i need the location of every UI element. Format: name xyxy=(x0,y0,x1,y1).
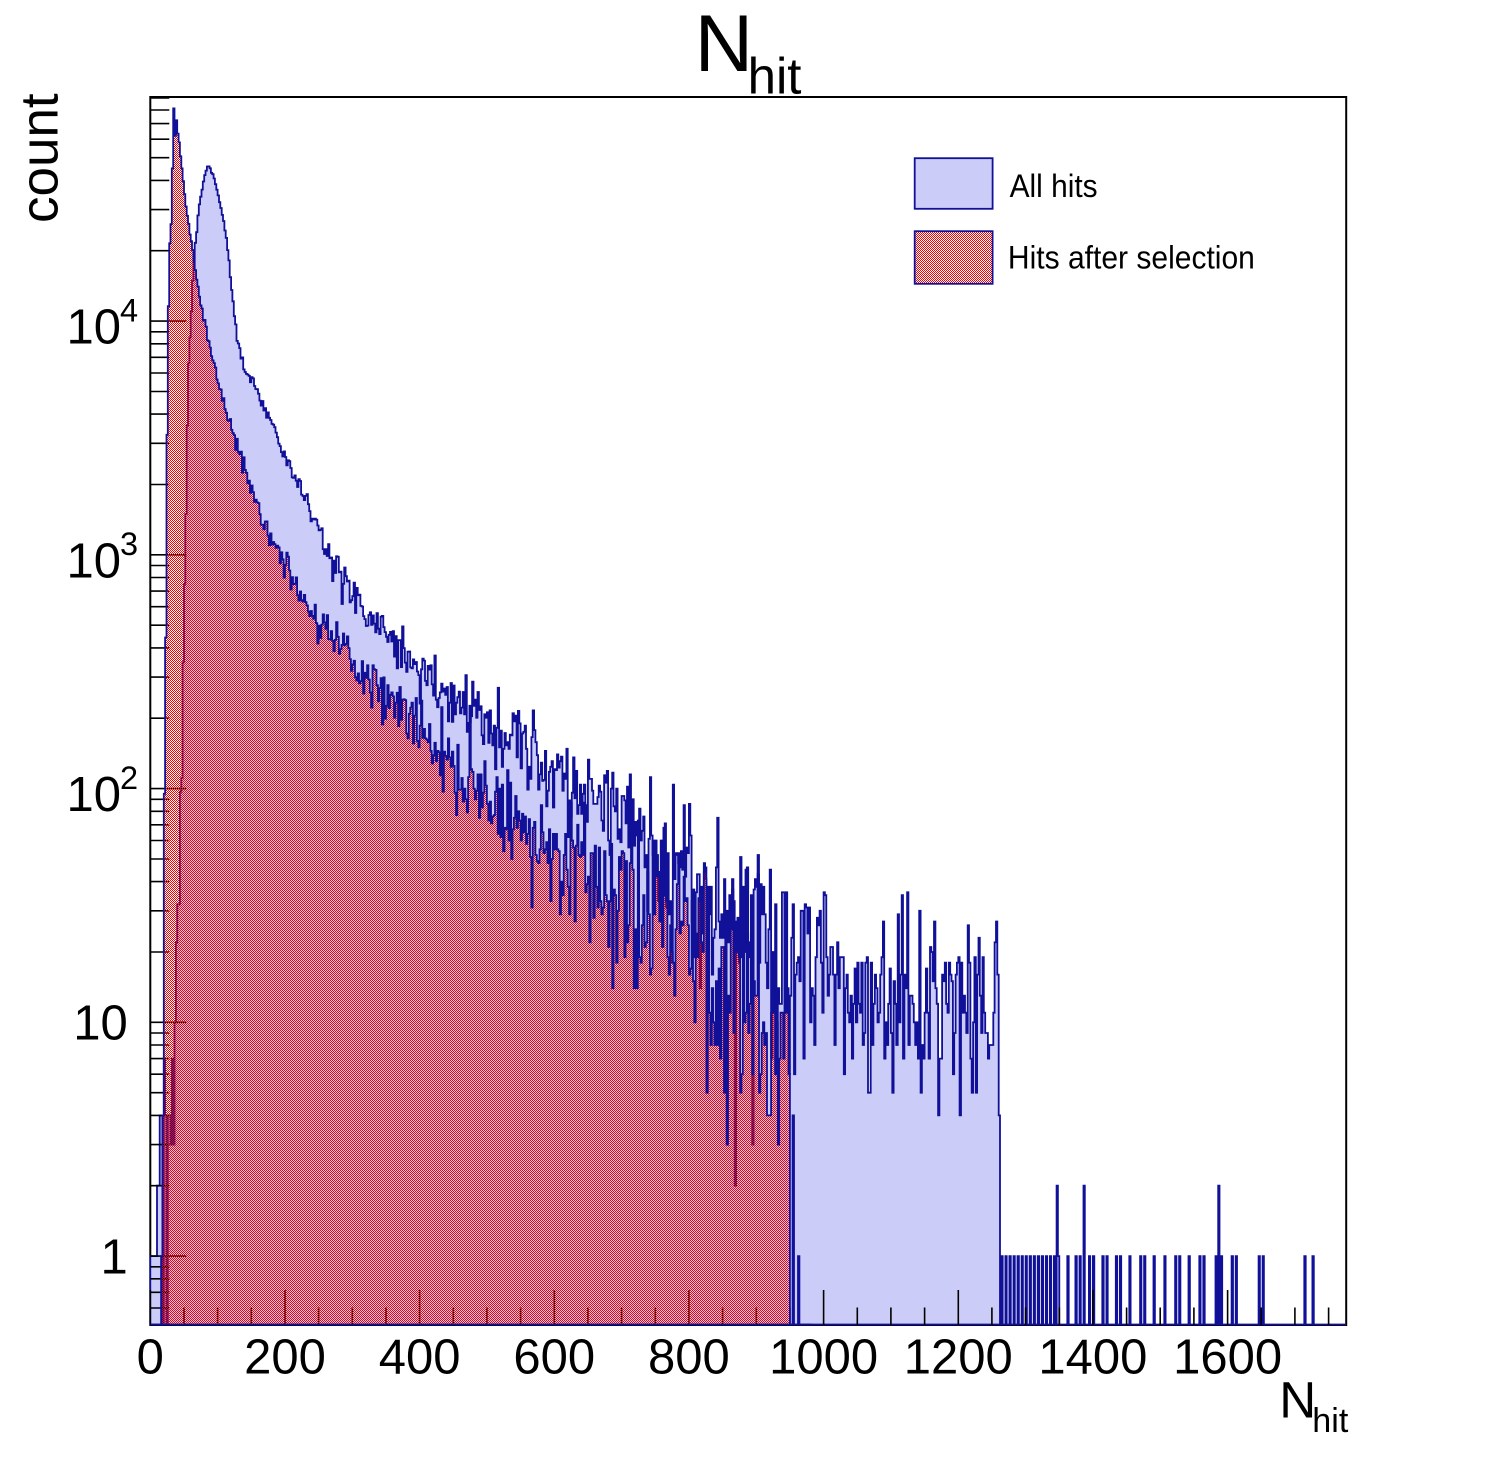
svg-text:400: 400 xyxy=(379,1331,461,1385)
svg-text:10: 10 xyxy=(66,301,121,355)
svg-text:4: 4 xyxy=(120,293,138,329)
svg-text:10: 10 xyxy=(73,997,128,1051)
svg-text:N: N xyxy=(1279,1371,1316,1428)
svg-text:200: 200 xyxy=(244,1331,326,1385)
svg-text:2: 2 xyxy=(120,760,138,796)
svg-text:1000: 1000 xyxy=(769,1331,878,1385)
svg-text:All hits: All hits xyxy=(1010,168,1098,204)
svg-text:1200: 1200 xyxy=(904,1331,1013,1385)
svg-text:3: 3 xyxy=(120,526,138,562)
svg-text:800: 800 xyxy=(648,1331,730,1385)
svg-text:hit: hit xyxy=(1312,1402,1349,1440)
svg-text:count: count xyxy=(11,93,70,223)
svg-text:Hits after selection: Hits after selection xyxy=(1008,239,1255,275)
svg-text:0: 0 xyxy=(137,1331,164,1385)
svg-text:hit: hit xyxy=(748,48,802,105)
svg-text:10: 10 xyxy=(66,534,121,588)
svg-text:10: 10 xyxy=(66,768,121,822)
svg-text:1600: 1600 xyxy=(1173,1331,1282,1385)
svg-text:600: 600 xyxy=(513,1331,595,1385)
svg-text:1: 1 xyxy=(101,1230,128,1284)
svg-text:1400: 1400 xyxy=(1038,1331,1147,1385)
svg-text:N: N xyxy=(695,0,754,89)
